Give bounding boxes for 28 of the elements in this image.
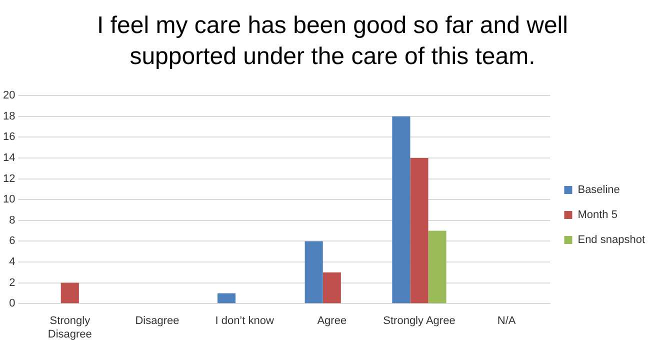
x-tick-label: Strongly Agree [383,315,456,328]
y-tick-label: 4 [9,256,16,268]
y-tick-label: 8 [9,214,16,226]
x-tick-label: Disagree [135,315,180,328]
y-tick-label: 10 [2,194,16,206]
bar [322,272,341,304]
chart-title: I feel my care has been good so far and well supported under the care of this team. [96,11,569,72]
legend-label: End snapshot [578,234,646,246]
x-tick-label: Strongly Disagree [48,315,92,340]
bar [410,158,428,304]
y-tick-label: 16 [2,131,16,144]
x-tick-label: I don’t know [215,315,274,328]
y-tick-label: 6 [9,235,16,248]
y-tick-label: 12 [2,172,16,185]
y-tick-label: 14 [2,152,16,164]
legend-label: Month 5 [578,209,618,222]
bar [428,230,446,304]
y-tick-label: 0 [9,298,16,310]
y-tick-label: 18 [2,110,16,122]
y-tick-label: 2 [9,276,16,289]
bar [304,241,323,304]
y-tick-label: 20 [2,90,16,102]
bar [392,116,410,304]
bar [217,293,236,304]
legend-label: Baseline [578,184,620,196]
x-tick-label: Agree [317,315,347,328]
bar [60,282,79,304]
x-tick-label: N/A [497,315,516,328]
